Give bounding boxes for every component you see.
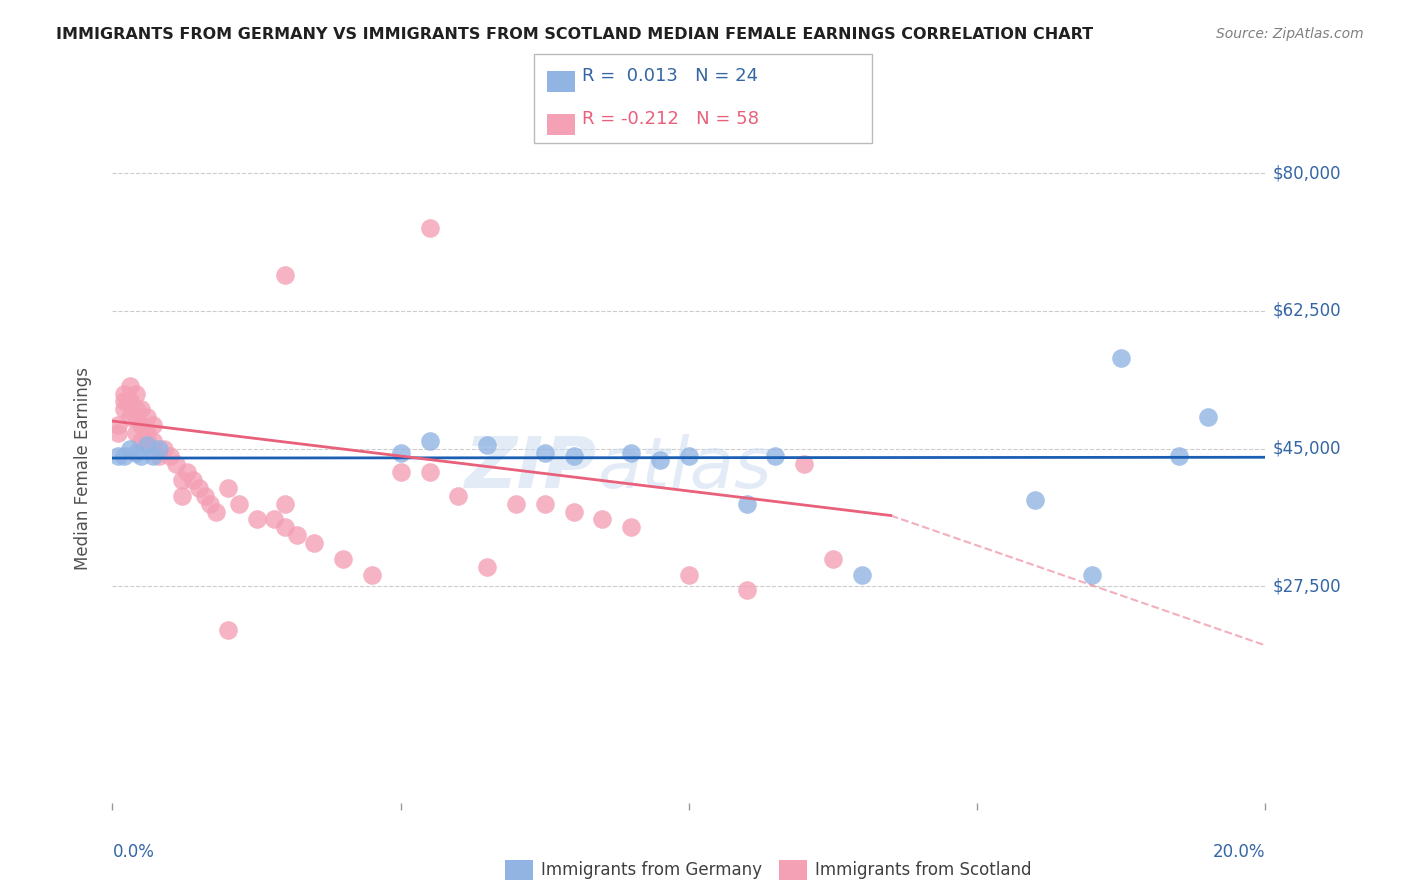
Text: 0.0%: 0.0% <box>112 843 155 861</box>
Point <box>274 520 297 534</box>
Point <box>124 402 146 417</box>
Point <box>136 410 159 425</box>
Text: $80,000: $80,000 <box>1272 164 1341 182</box>
Point <box>389 465 412 479</box>
Point <box>475 559 498 574</box>
Point <box>475 438 498 452</box>
Point <box>562 450 585 464</box>
Point <box>285 528 308 542</box>
Point <box>118 378 141 392</box>
Point <box>170 489 193 503</box>
Point <box>124 445 146 459</box>
Point <box>129 450 153 464</box>
Point <box>620 520 643 534</box>
Point <box>419 465 441 479</box>
Point <box>648 453 672 467</box>
Point <box>1111 351 1133 365</box>
Point <box>447 489 470 503</box>
Point <box>181 473 204 487</box>
Point <box>533 445 555 459</box>
Point <box>793 458 815 472</box>
Point <box>112 394 135 409</box>
Point <box>129 417 153 432</box>
Point <box>124 410 146 425</box>
Text: Source: ZipAtlas.com: Source: ZipAtlas.com <box>1216 27 1364 41</box>
Point <box>136 425 159 440</box>
Point <box>505 497 527 511</box>
Point <box>360 567 382 582</box>
Text: 20.0%: 20.0% <box>1213 843 1265 861</box>
Point <box>245 512 267 526</box>
Point <box>678 567 700 582</box>
Point <box>332 551 354 566</box>
Point <box>419 221 441 235</box>
Point <box>159 450 181 464</box>
Point <box>735 497 758 511</box>
Text: $45,000: $45,000 <box>1272 440 1341 458</box>
Point <box>821 551 844 566</box>
Point <box>165 458 187 472</box>
Point <box>118 394 141 409</box>
Point <box>263 512 285 526</box>
Point <box>148 442 170 456</box>
Text: Immigrants from Scotland: Immigrants from Scotland <box>815 861 1032 879</box>
Point <box>562 505 585 519</box>
Text: Immigrants from Germany: Immigrants from Germany <box>541 861 762 879</box>
Point <box>304 536 326 550</box>
Point <box>112 450 135 464</box>
Point <box>851 567 873 582</box>
Point <box>124 425 146 440</box>
Point <box>1024 492 1046 507</box>
Point <box>194 489 217 503</box>
Point <box>142 434 165 448</box>
Point <box>765 450 787 464</box>
Point <box>142 450 165 464</box>
Text: $27,500: $27,500 <box>1272 577 1341 595</box>
Y-axis label: Median Female Earnings: Median Female Earnings <box>73 367 91 570</box>
Point <box>153 442 176 456</box>
Text: R =  0.013   N = 24: R = 0.013 N = 24 <box>582 67 758 85</box>
Point <box>592 512 614 526</box>
Point <box>188 481 211 495</box>
Point <box>200 497 222 511</box>
Point <box>112 402 135 417</box>
Point <box>533 497 555 511</box>
Text: IMMIGRANTS FROM GERMANY VS IMMIGRANTS FROM SCOTLAND MEDIAN FEMALE EARNINGS CORRE: IMMIGRANTS FROM GERMANY VS IMMIGRANTS FR… <box>56 27 1094 42</box>
Text: $62,500: $62,500 <box>1272 301 1341 320</box>
Point <box>118 410 141 425</box>
Point <box>1197 410 1219 425</box>
Point <box>129 434 153 448</box>
Text: atlas: atlas <box>596 434 772 503</box>
Point <box>620 445 643 459</box>
Point <box>148 450 170 464</box>
Point <box>1167 450 1189 464</box>
Point <box>217 623 239 637</box>
Point <box>136 434 159 448</box>
Point <box>419 434 441 448</box>
Point <box>112 386 135 401</box>
Point <box>124 386 146 401</box>
Point <box>678 450 700 464</box>
Point <box>217 481 239 495</box>
Point <box>107 425 129 440</box>
Point <box>107 450 129 464</box>
Point <box>129 402 153 417</box>
Point <box>274 268 297 283</box>
Point <box>118 442 141 456</box>
Text: ZIP: ZIP <box>464 434 596 503</box>
Point <box>228 497 250 511</box>
Point <box>170 473 193 487</box>
Text: R = -0.212   N = 58: R = -0.212 N = 58 <box>582 110 759 128</box>
Point <box>274 497 297 511</box>
Point <box>176 465 198 479</box>
Point <box>136 438 159 452</box>
Point <box>389 445 412 459</box>
Point <box>1081 567 1104 582</box>
Point <box>735 583 758 598</box>
Point <box>205 505 228 519</box>
Point <box>107 417 129 432</box>
Point <box>142 417 165 432</box>
